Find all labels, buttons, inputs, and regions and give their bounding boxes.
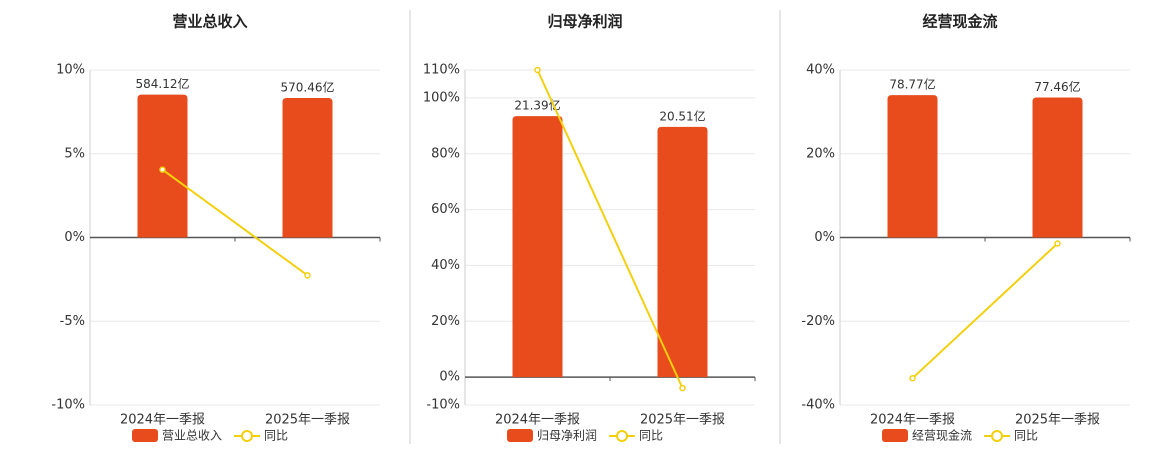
line xyxy=(911,242,1059,379)
value-label: 21.39亿 xyxy=(514,98,560,113)
value-label: 570.46亿 xyxy=(281,80,335,95)
value-label: 78.77亿 xyxy=(889,77,935,92)
y-tick-label: 40% xyxy=(806,63,835,78)
bar xyxy=(282,98,333,238)
y-tick-label: 80% xyxy=(431,146,460,161)
y-tick-label: 5% xyxy=(64,146,85,161)
value-label: 20.51亿 xyxy=(659,108,705,123)
y-tick-label: 40% xyxy=(431,258,460,273)
legend-swatch xyxy=(616,430,629,442)
legend-label: 同比 xyxy=(264,429,288,443)
x-tick-label: 2025年一季报 xyxy=(265,413,350,428)
line xyxy=(161,168,309,277)
x-tick-label: 2024年一季报 xyxy=(120,413,205,428)
x-tick-label: 2025年一季报 xyxy=(1015,413,1100,428)
bar xyxy=(1032,97,1083,238)
legend-swatch xyxy=(241,430,254,442)
x-tick-label: 2024年一季报 xyxy=(870,413,955,428)
legend-swatch xyxy=(132,429,158,442)
value-label: 77.46亿 xyxy=(1034,79,1080,94)
point xyxy=(1054,240,1061,247)
point xyxy=(679,384,686,392)
y-tick-label: -40% xyxy=(801,398,835,413)
legend-label: 归母净利润 xyxy=(537,429,597,443)
y-tick-label: 100% xyxy=(423,90,460,105)
legend-label: 同比 xyxy=(1014,429,1038,443)
bar xyxy=(137,94,188,238)
y-tick-label: -10% xyxy=(51,398,85,413)
y-tick-label: 0% xyxy=(439,370,460,385)
y-tick-label: 110% xyxy=(423,63,460,78)
line xyxy=(536,69,684,389)
point xyxy=(304,272,311,279)
chart-title: 归母净利润 xyxy=(547,13,622,31)
y-tick-label: 0% xyxy=(64,230,85,245)
chart-title: 营业总收入 xyxy=(172,13,247,31)
legend-label: 经营现金流 xyxy=(912,428,972,443)
y-tick-label: 0% xyxy=(814,230,835,245)
x-tick-label: 2025年一季报 xyxy=(640,413,725,428)
y-tick-label: -10% xyxy=(426,398,460,413)
legend-swatch xyxy=(507,429,533,442)
y-tick-label: 20% xyxy=(806,146,835,161)
legend-label: 同比 xyxy=(639,429,663,443)
chart-title: 经营现金流 xyxy=(922,13,997,31)
point xyxy=(534,66,541,74)
point xyxy=(159,166,166,173)
y-tick-label: 10% xyxy=(56,63,85,78)
x-tick-label: 2024年一季报 xyxy=(495,413,580,428)
legend-label: 营业总收入 xyxy=(162,429,222,443)
y-tick-label: -20% xyxy=(801,314,835,329)
bar xyxy=(657,126,708,378)
y-tick-label: 60% xyxy=(431,202,460,217)
bar xyxy=(887,95,938,238)
value-label: 584.12亿 xyxy=(136,76,190,91)
y-tick-label: 20% xyxy=(431,314,460,329)
legend-swatch xyxy=(991,430,1004,442)
bar xyxy=(512,116,563,378)
point xyxy=(909,374,916,382)
legend-swatch xyxy=(882,429,908,442)
y-tick-label: -5% xyxy=(60,314,85,329)
